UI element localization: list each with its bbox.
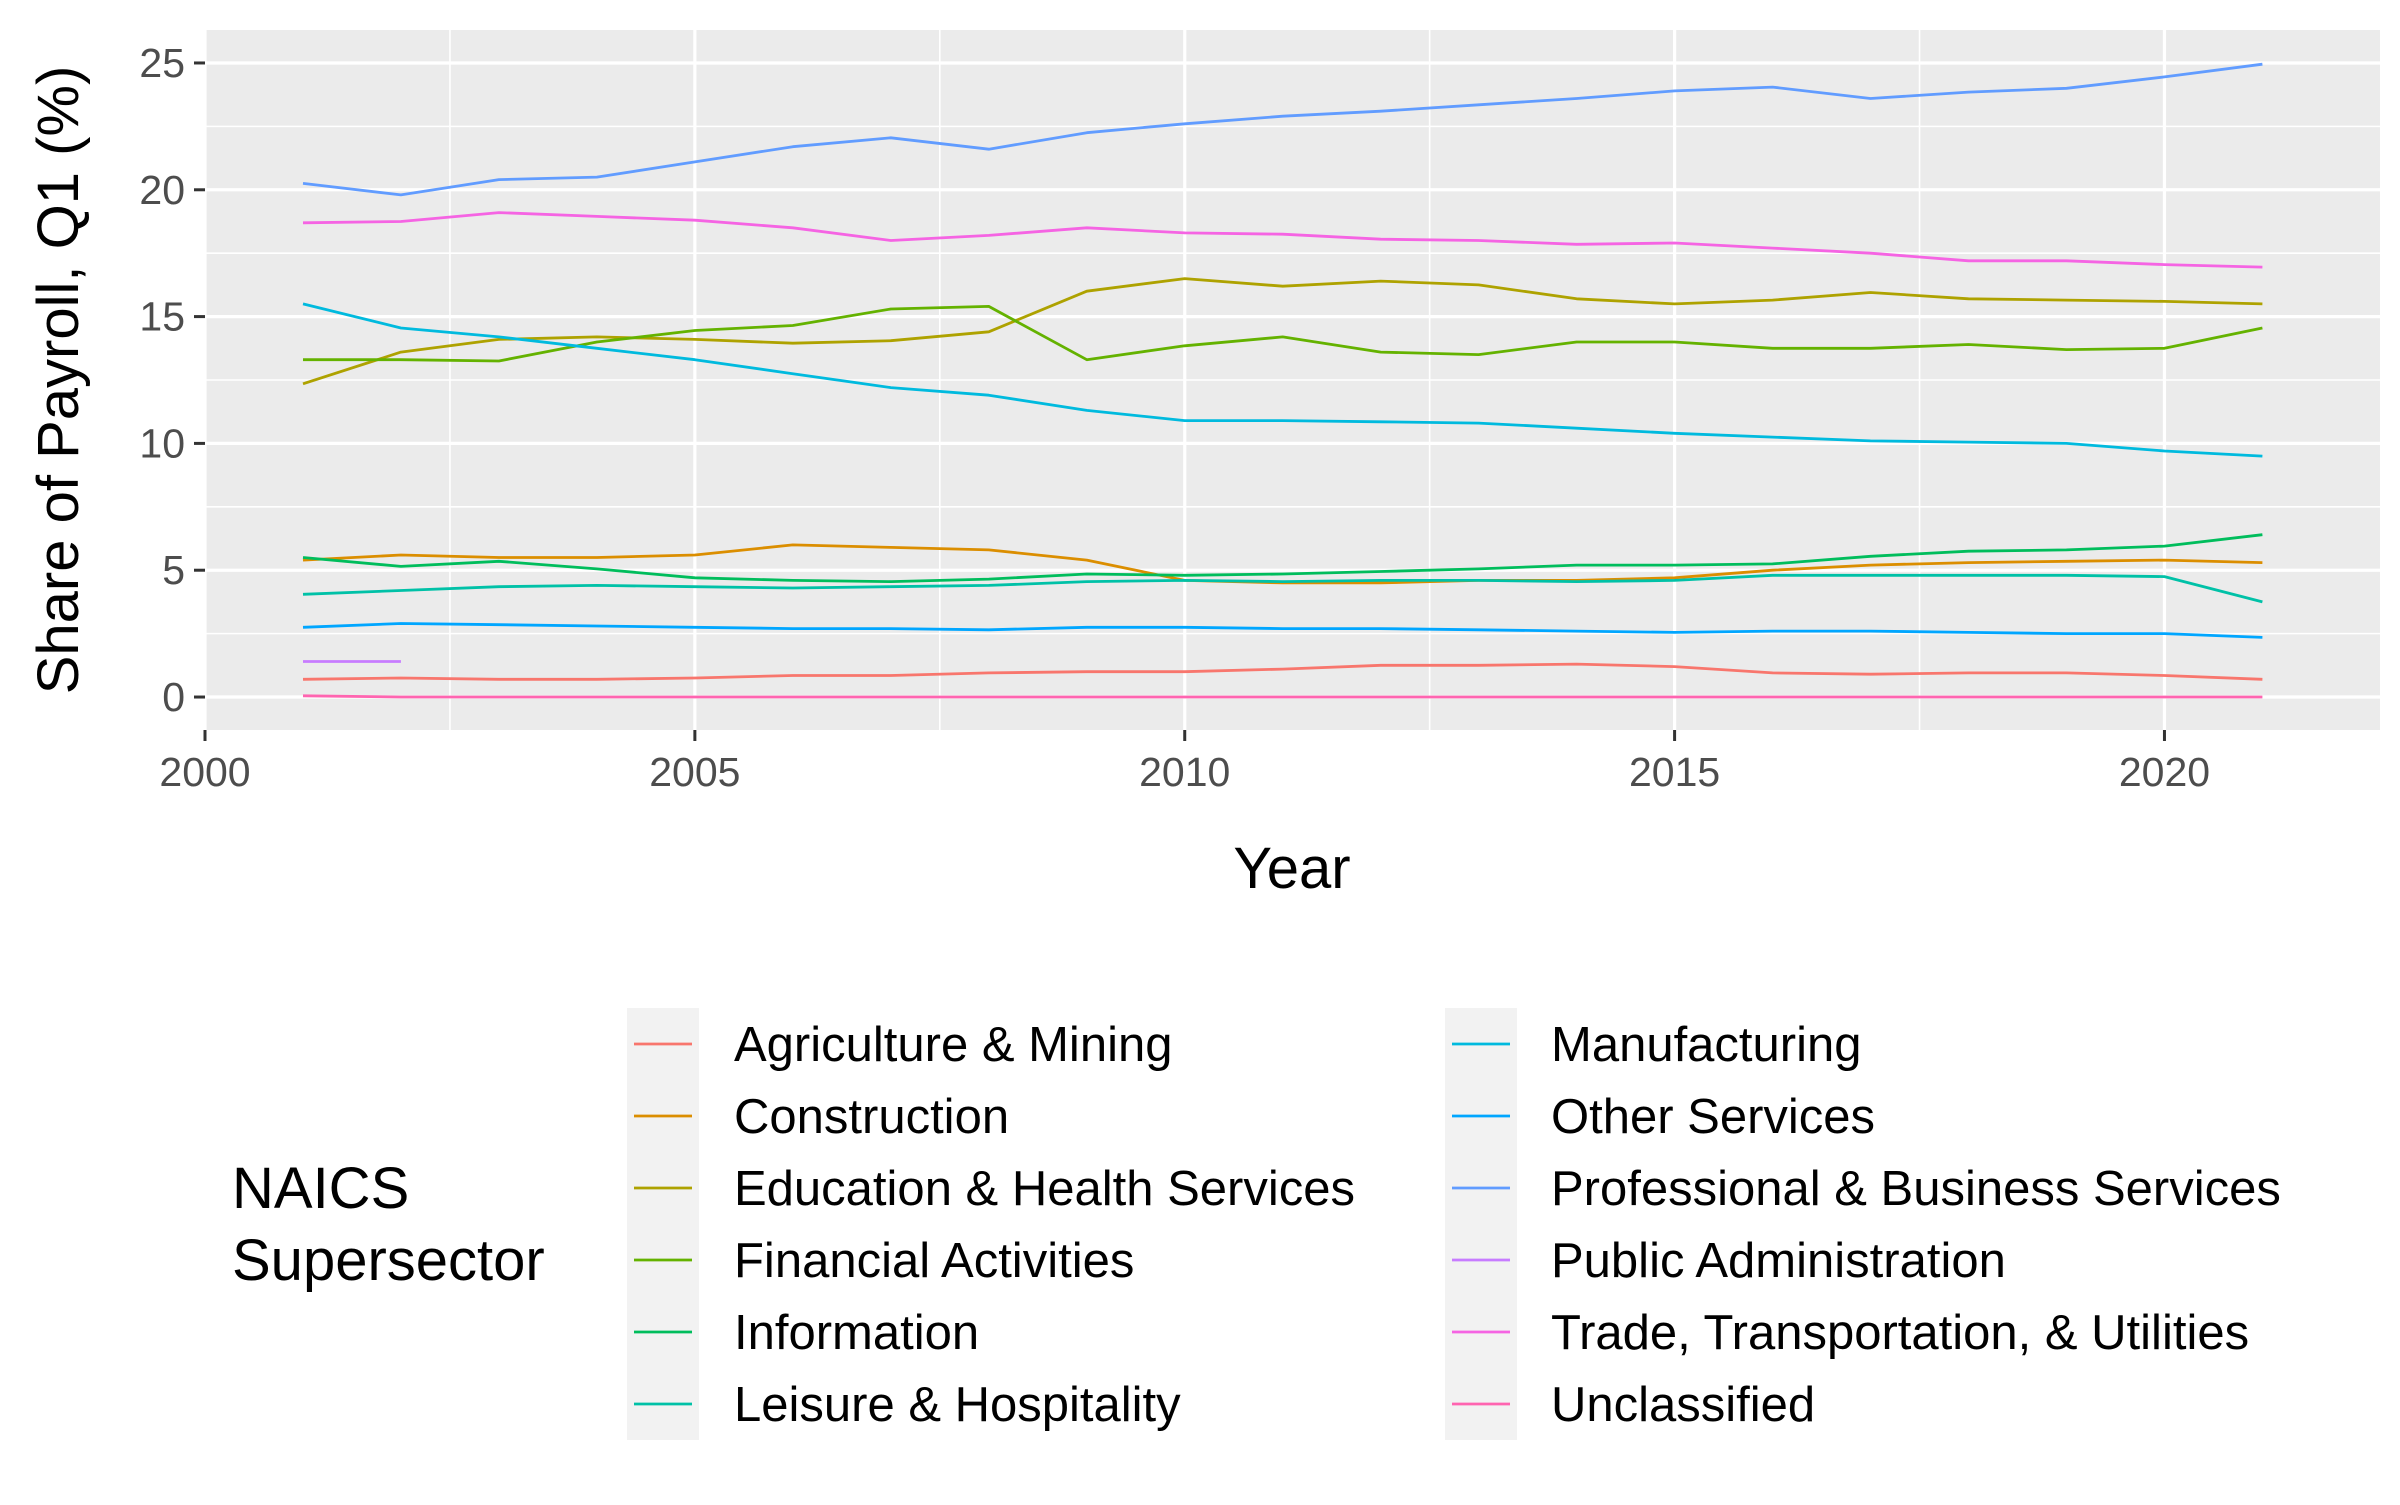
y-tick-label: 15	[139, 294, 185, 340]
legend-label: Education & Health Services	[734, 1162, 1355, 1216]
series-line-professional-business-services	[302, 62, 2263, 197]
grid-minor	[205, 30, 2380, 730]
y-tick-label: 25	[139, 40, 185, 86]
x-tick-label: 2000	[159, 749, 250, 795]
tick-labels: 2000 2005 2010 2015 2020 0 5 10 15 20 25	[139, 40, 2210, 795]
x-tick-label: 2010	[1139, 749, 1230, 795]
x-tick-label: 2015	[1629, 749, 1720, 795]
series-line-trade-transportation-utilities	[302, 211, 2263, 269]
legend-label: Financial Activities	[734, 1234, 1134, 1288]
y-tick-label: 20	[139, 167, 185, 213]
axis-ticks	[194, 61, 2166, 741]
legend-label: Other Services	[1551, 1090, 1875, 1144]
series-line-other-services	[302, 622, 2263, 639]
series-lines	[302, 62, 2263, 699]
legend-label: Construction	[734, 1090, 1009, 1144]
legend-label: Professional & Business Services	[1551, 1162, 2281, 1216]
legend-label: Manufacturing	[1551, 1018, 1862, 1072]
legend-title-line: Supersector	[232, 1228, 545, 1293]
x-tick-label: 2005	[649, 749, 740, 795]
y-tick-label: 0	[162, 674, 185, 720]
legend-label: Public Administration	[1551, 1234, 2006, 1288]
legend-items: Agriculture & Mining Construction Educatio…	[627, 1008, 2281, 1440]
series-line-financial-activities	[303, 305, 2263, 363]
y-tick-label: 10	[139, 420, 185, 466]
x-tick-label: 2020	[2119, 749, 2210, 795]
series-line-information	[302, 533, 2263, 583]
legend-label: Agriculture & Mining	[734, 1018, 1172, 1072]
series-line-agriculture-mining	[302, 662, 2263, 681]
legend-label: Leisure & Hospitality	[734, 1378, 1181, 1432]
y-axis-title: Share of Payroll, Q1 (%)	[26, 66, 91, 695]
legend-label: Trade, Transportation, & Utilities	[1551, 1306, 2249, 1360]
legend-title-line: NAICS	[232, 1156, 409, 1221]
series-line-manufacturing	[302, 302, 2263, 458]
series-line-leisure-hospitality	[302, 573, 2263, 604]
legend: NAICS Supersector Agriculture & Mining Con…	[232, 1008, 2281, 1440]
legend-label: Unclassified	[1551, 1378, 1815, 1432]
legend-label: Information	[734, 1306, 979, 1360]
y-tick-label: 5	[162, 547, 185, 593]
legend-title: NAICS Supersector	[232, 1156, 545, 1293]
x-axis-title: Year	[1233, 836, 1350, 901]
series-line-unclassified	[302, 694, 2263, 699]
